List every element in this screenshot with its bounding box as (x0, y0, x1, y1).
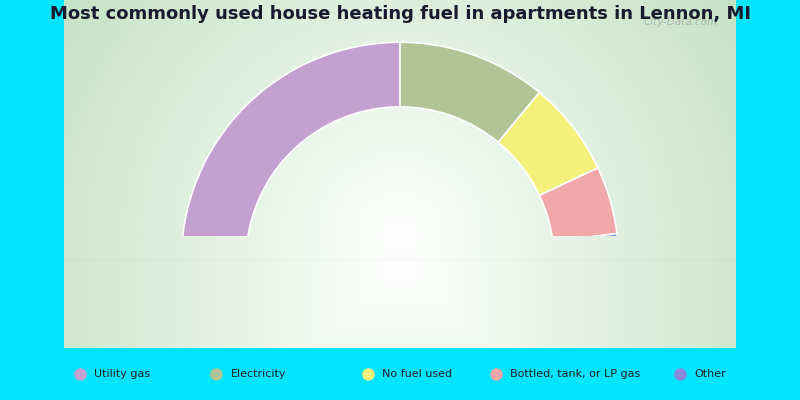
Circle shape (344, 180, 456, 292)
Wedge shape (350, 236, 450, 286)
Circle shape (245, 81, 555, 392)
Bar (306, 261, 494, 354)
Wedge shape (0, 236, 800, 400)
Wedge shape (326, 236, 474, 311)
Wedge shape (46, 236, 754, 400)
Bar (133, 261, 667, 400)
Bar (189, 261, 611, 400)
Wedge shape (245, 236, 555, 392)
Circle shape (34, 0, 766, 400)
Wedge shape (0, 236, 800, 400)
Circle shape (338, 174, 462, 298)
Bar (170, 261, 630, 400)
Circle shape (170, 6, 630, 400)
Bar (332, 261, 468, 329)
Wedge shape (108, 236, 692, 400)
Wedge shape (294, 236, 506, 342)
Wedge shape (0, 236, 800, 400)
Bar (382, 261, 418, 280)
Wedge shape (34, 236, 766, 400)
Circle shape (39, 0, 761, 400)
Circle shape (133, 0, 667, 400)
Bar (214, 261, 586, 400)
Wedge shape (182, 236, 618, 400)
Circle shape (195, 31, 605, 400)
Bar (220, 261, 580, 400)
Circle shape (238, 74, 562, 398)
Circle shape (382, 218, 418, 255)
Circle shape (189, 25, 611, 400)
Bar (257, 261, 543, 400)
Wedge shape (39, 236, 761, 400)
Wedge shape (83, 236, 717, 400)
Wedge shape (238, 236, 562, 398)
Circle shape (214, 50, 586, 400)
Wedge shape (207, 236, 593, 400)
Wedge shape (90, 236, 710, 400)
Bar (245, 261, 555, 400)
Bar (151, 261, 649, 400)
Bar (282, 261, 518, 379)
Wedge shape (0, 236, 800, 400)
Wedge shape (0, 236, 800, 400)
Bar (158, 261, 642, 400)
Wedge shape (301, 236, 499, 336)
Bar (95, 261, 705, 400)
Wedge shape (357, 236, 443, 280)
Bar (387, 261, 413, 274)
Wedge shape (319, 236, 481, 317)
Wedge shape (0, 236, 800, 400)
Bar (338, 261, 462, 323)
Circle shape (362, 199, 438, 274)
Bar (207, 261, 593, 400)
Bar (65, 261, 735, 348)
Bar (182, 261, 618, 400)
Wedge shape (0, 236, 800, 400)
Circle shape (226, 62, 574, 400)
Circle shape (263, 100, 537, 373)
Circle shape (90, 0, 710, 400)
Bar (276, 261, 524, 385)
Bar (176, 261, 624, 400)
Wedge shape (189, 236, 611, 400)
Wedge shape (382, 236, 418, 255)
Circle shape (326, 162, 474, 311)
Bar (238, 261, 562, 400)
Text: Electricity: Electricity (230, 369, 286, 379)
Wedge shape (498, 92, 598, 195)
Circle shape (21, 0, 779, 400)
Circle shape (220, 56, 580, 400)
Wedge shape (65, 236, 735, 400)
Circle shape (350, 186, 450, 286)
Bar (102, 261, 698, 400)
Circle shape (257, 93, 543, 379)
Wedge shape (182, 42, 400, 261)
Circle shape (108, 0, 692, 400)
Wedge shape (27, 236, 773, 400)
Wedge shape (0, 236, 800, 400)
Bar (126, 261, 674, 400)
Bar (270, 261, 530, 392)
Wedge shape (369, 236, 431, 267)
Wedge shape (226, 236, 574, 400)
Bar (375, 261, 425, 286)
Wedge shape (9, 236, 791, 400)
Bar (226, 261, 574, 400)
Wedge shape (251, 236, 549, 385)
Wedge shape (2, 236, 798, 400)
Wedge shape (170, 236, 630, 400)
Circle shape (313, 149, 487, 323)
Wedge shape (58, 236, 742, 400)
Wedge shape (0, 236, 800, 400)
Wedge shape (102, 236, 698, 400)
Circle shape (387, 224, 413, 248)
Circle shape (207, 44, 593, 400)
Wedge shape (133, 236, 667, 400)
